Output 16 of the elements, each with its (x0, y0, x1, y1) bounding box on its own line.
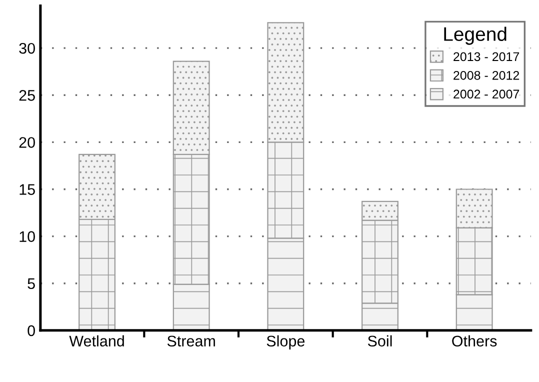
y-tick-label: 5 (28, 278, 35, 290)
y-tick-label: 25 (19, 90, 35, 101)
y-tick-label: 10 (20, 231, 35, 242)
y-tick-label: 30 (19, 42, 35, 54)
x-tick-label: Wetland (69, 335, 124, 347)
legend-label: 2002 - 2007 (454, 90, 520, 99)
x-tick-label: Stream (167, 336, 215, 347)
legend-label: 2008 - 2012 (454, 70, 520, 80)
y-tick-label: 0 (28, 325, 35, 336)
y-tick-label: 20 (19, 137, 35, 148)
x-tick-label: Slope (266, 335, 305, 350)
x-tick-label: Soil (368, 335, 392, 347)
legend-title: Legend (444, 26, 506, 45)
y-tick-label: 15 (20, 184, 35, 195)
x-tick-label: Others (452, 335, 497, 347)
legend-label: 2013 - 2017 (454, 52, 520, 62)
